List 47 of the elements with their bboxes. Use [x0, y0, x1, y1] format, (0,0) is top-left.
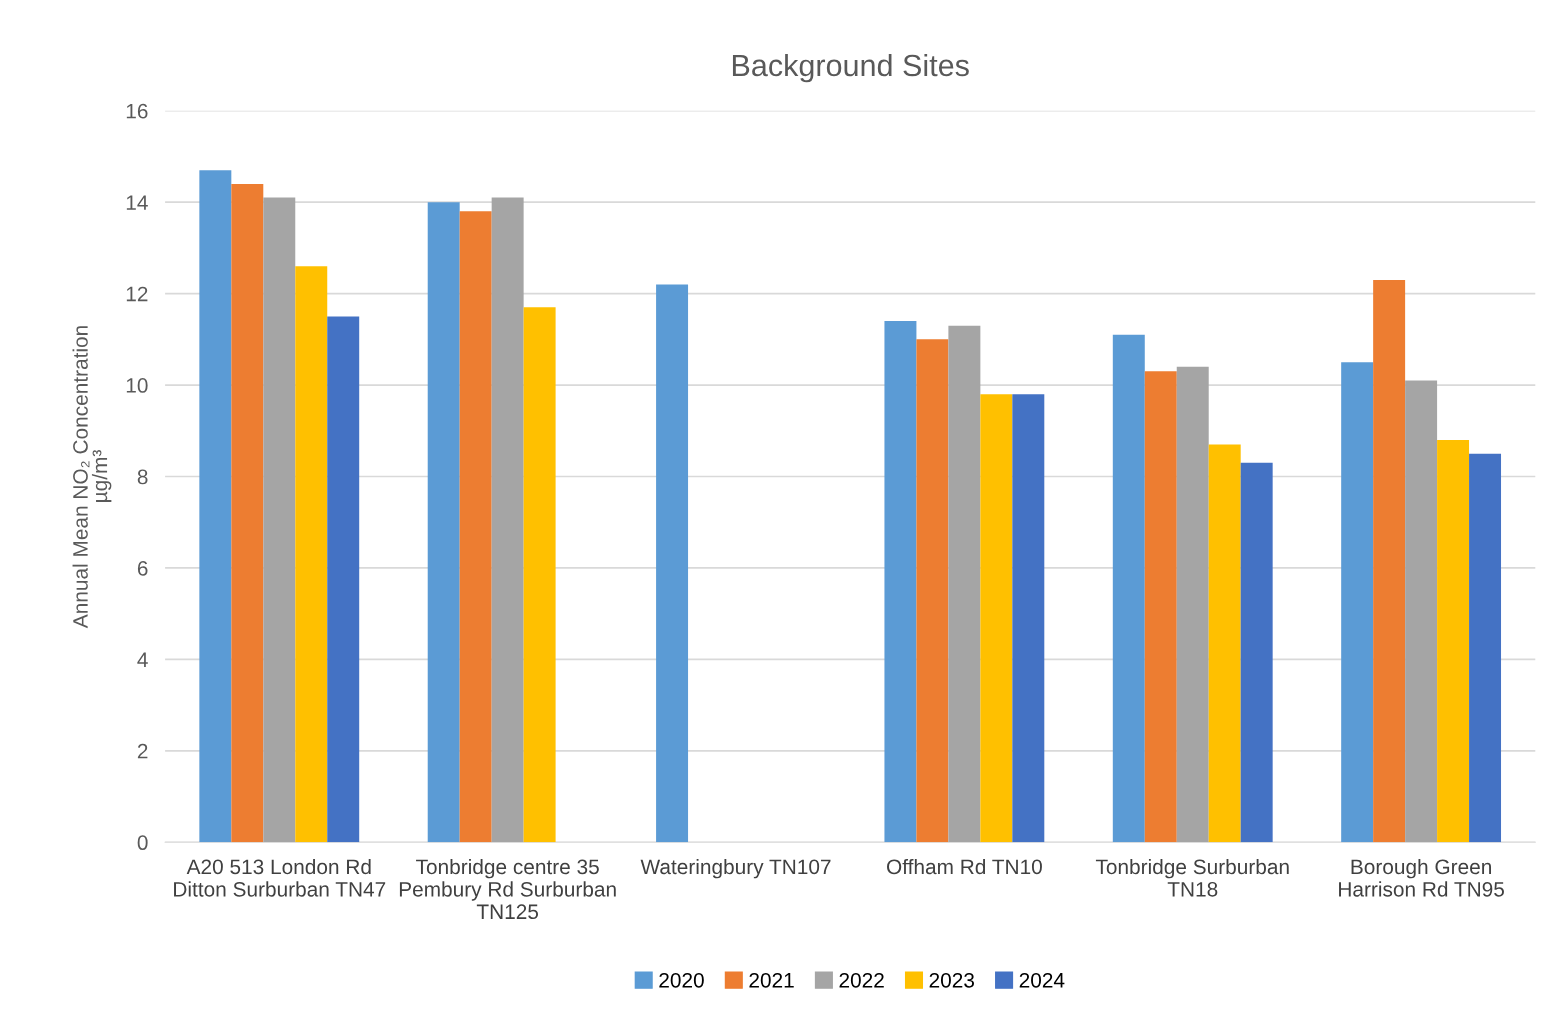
- y-tick-label: 8: [137, 469, 148, 485]
- x-tick-label: Offham Rd TN10: [887, 858, 1042, 875]
- x-tick-label: Wateringbury TN107: [640, 858, 831, 879]
- bar: [231, 183, 264, 843]
- bar: [427, 202, 460, 843]
- bar: [980, 394, 1013, 843]
- y-tick-label: 4: [137, 652, 148, 667]
- x-tick-label: Tonbridge Surburban TN18: [1095, 858, 1289, 897]
- y-tick-label: 0: [137, 835, 148, 851]
- chart-title: Background Sites: [732, 53, 969, 83]
- legend-label: 2023: [929, 972, 974, 988]
- bar: [916, 339, 949, 843]
- bar: [1208, 444, 1241, 843]
- bar: [1469, 453, 1502, 843]
- bar: [1341, 362, 1374, 843]
- bar: [263, 197, 296, 843]
- x-tick-label: Borough Green Harrison Rd TN95: [1339, 858, 1504, 897]
- legend-label: 2024: [1019, 972, 1065, 988]
- legend-label: 2022: [839, 972, 884, 988]
- bar: [1144, 371, 1177, 843]
- bar: [523, 307, 556, 843]
- y-axis-title: Annual Mean NO₂ Concentration µg/m³: [72, 326, 112, 629]
- bar: [459, 211, 492, 843]
- y-tick-label: 14: [126, 195, 148, 210]
- legend-label: 2021: [749, 972, 794, 988]
- bar: [1012, 394, 1045, 843]
- bar: [491, 197, 524, 843]
- bar: [1240, 462, 1273, 843]
- bar: [1373, 279, 1406, 843]
- y-tick-label: 6: [137, 560, 148, 576]
- bar: [656, 284, 689, 843]
- bar: [1176, 366, 1209, 843]
- bar: [1405, 380, 1438, 843]
- bar: [948, 325, 981, 843]
- bar: [327, 316, 360, 843]
- bar: [1437, 439, 1470, 843]
- x-tick-label: Tonbridge centre 35 Pembury Rd Surburban TN125: [399, 858, 616, 920]
- bar: [884, 321, 917, 843]
- bar: [1112, 334, 1145, 843]
- legend-label: 2020: [659, 972, 704, 988]
- bar: [199, 170, 232, 843]
- y-tick-label: 16: [126, 103, 148, 119]
- y-tick-label: 12: [126, 286, 148, 302]
- x-tick-label: A20 513 London Rd Ditton Surburban TN47: [174, 858, 386, 897]
- y-tick-label: 2: [137, 743, 148, 759]
- bar: [295, 266, 328, 843]
- y-tick-label: 10: [126, 378, 148, 393]
